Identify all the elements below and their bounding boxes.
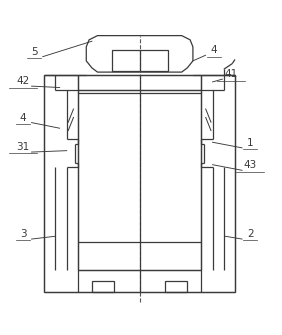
Text: 1: 1 — [247, 138, 254, 148]
Bar — [165, 281, 187, 292]
Text: 41: 41 — [224, 69, 237, 79]
Text: 43: 43 — [244, 160, 257, 170]
Text: 31: 31 — [17, 142, 30, 152]
Text: 2: 2 — [247, 229, 254, 239]
Text: 42: 42 — [17, 76, 30, 86]
Text: 3: 3 — [20, 229, 27, 239]
Text: 4: 4 — [20, 113, 27, 123]
Bar — [112, 50, 168, 71]
Bar — [78, 90, 201, 270]
Text: 5: 5 — [31, 47, 38, 57]
Bar — [92, 281, 114, 292]
Text: 4: 4 — [211, 45, 217, 55]
